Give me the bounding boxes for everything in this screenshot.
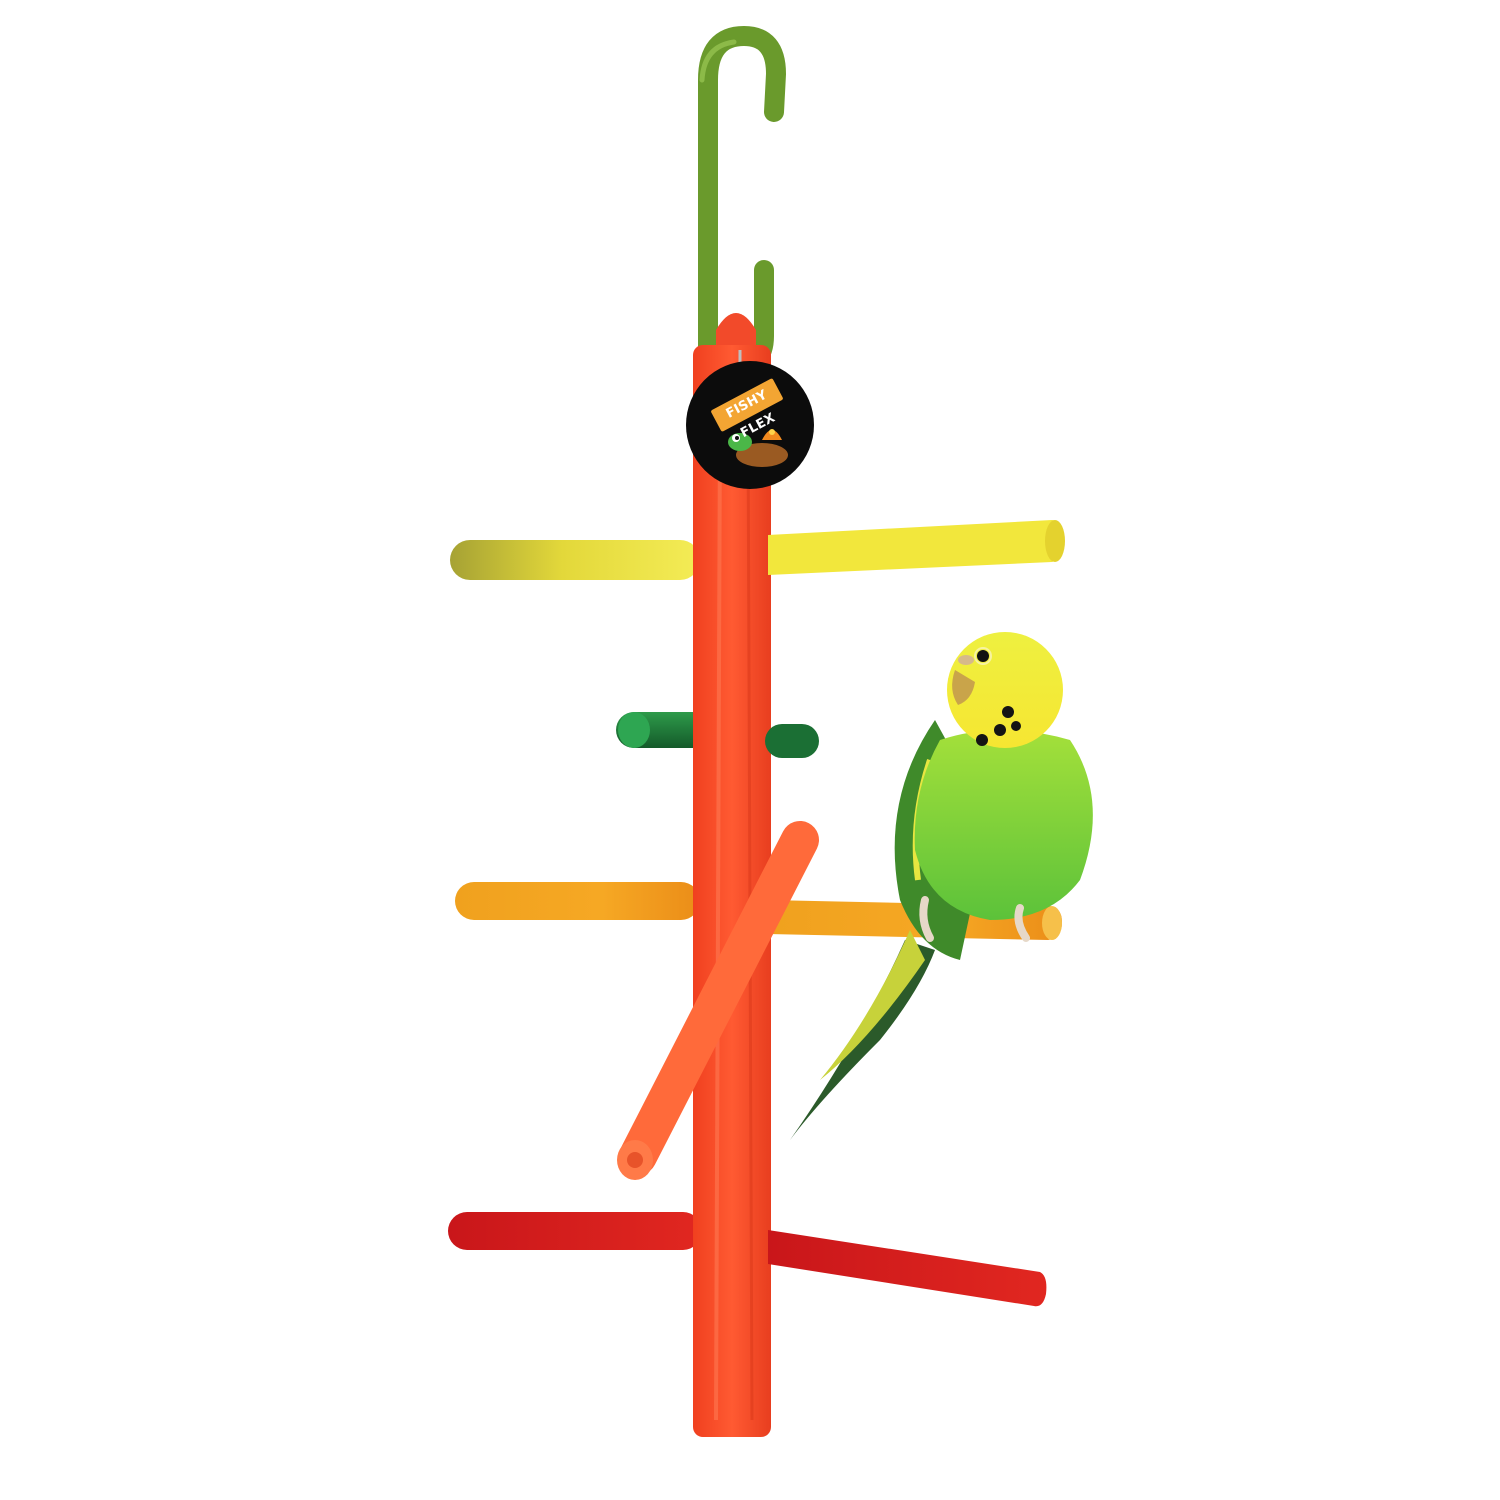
perch-top-right[interactable]	[768, 520, 1065, 575]
perch-orange-left	[455, 882, 700, 920]
perch-diagonal[interactable]	[617, 821, 819, 1180]
perch-top-left	[450, 540, 700, 580]
brand-tag	[686, 350, 814, 489]
parakeet-icon[interactable]	[790, 632, 1093, 1140]
perch-bottom-left	[448, 1212, 702, 1250]
turtle-mascot-icon	[728, 429, 788, 467]
perch-bottom-right[interactable]	[768, 1230, 1047, 1307]
perch-green-right[interactable]	[765, 724, 819, 758]
